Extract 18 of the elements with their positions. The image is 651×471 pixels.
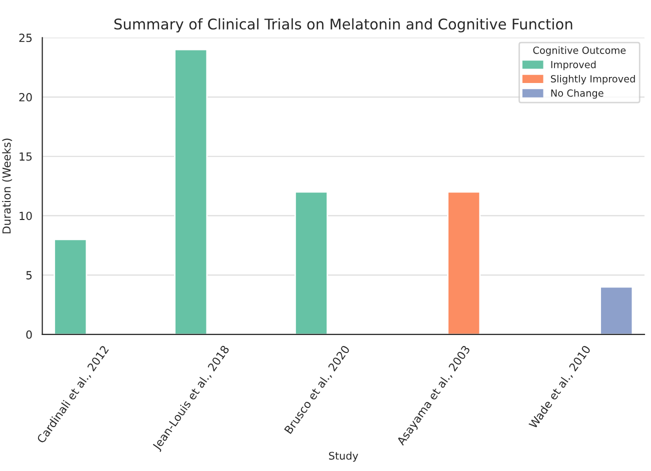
bar [54,238,88,334]
chart-title: Summary of Clinical Trials on Melatonin and Cognitive Function [114,18,572,32]
x-axis-title: Study [329,452,358,462]
y-tick-label: 5 [26,271,32,280]
y-tick-label: 20 [19,93,32,102]
legend-label: Slightly Improved [550,74,635,84]
bar [447,191,481,334]
bar [294,191,328,334]
y-tick-label: 10 [20,212,32,220]
legend-title: Cognitive Outcome [533,46,626,56]
bar [600,286,634,334]
y-axis-title: Duration (Weeks) [2,138,12,234]
legend-label: No Change [551,89,604,99]
legend-label: Improved [551,60,596,70]
bar [174,48,208,334]
y-tick-label: 25 [19,34,32,42]
y-tick-label: 0 [26,330,32,339]
y-tick-label: 15 [20,152,32,161]
